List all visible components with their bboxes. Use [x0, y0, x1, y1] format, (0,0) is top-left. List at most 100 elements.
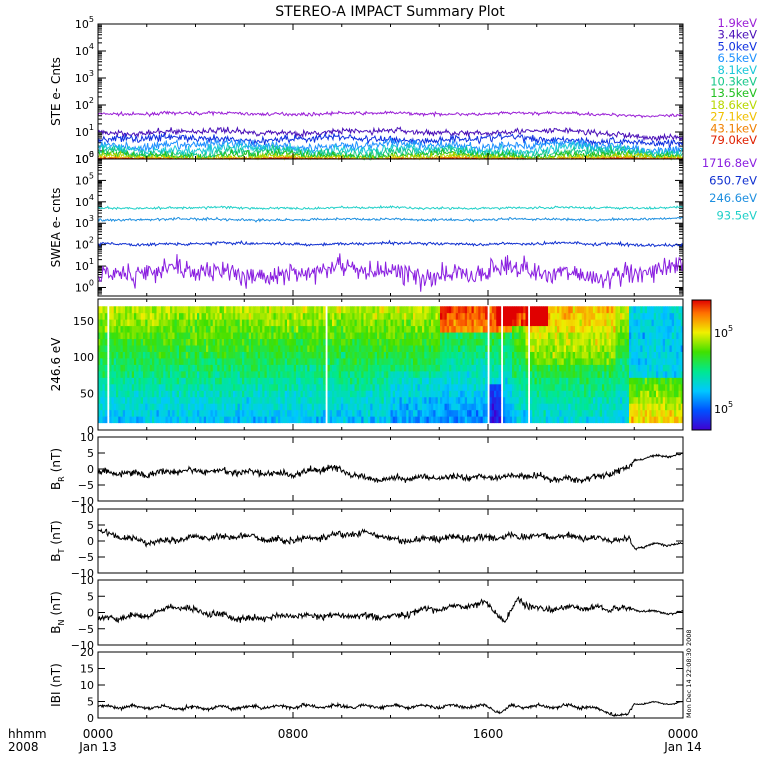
swea-series-line — [97, 239, 684, 248]
bt-ytick: 0 — [87, 535, 94, 548]
ste-series-line — [97, 110, 684, 119]
bn-ytick: 0 — [87, 607, 94, 620]
swea-series-line — [97, 216, 684, 223]
pad-panel: 246.6 eV 0 50 100 150 105 105 — [49, 298, 733, 437]
bt-ytick: 5 — [87, 519, 94, 532]
pad-heatmap-cells — [98, 306, 683, 424]
legend-entry: 8.1keV — [718, 63, 758, 77]
bmag-ytick: 0 — [87, 712, 94, 725]
bmag-ylabel: IBI(nT) — [49, 663, 63, 707]
pad-ytick: 50 — [80, 388, 94, 401]
swea-ytick: 103 — [75, 214, 94, 230]
colorbar: 105 105 — [691, 299, 733, 431]
ste-ytick: 103 — [75, 69, 94, 85]
swea-ytick: 101 — [75, 257, 94, 273]
time-tick-label: 0000 — [668, 727, 699, 741]
ste-ytick: 102 — [75, 96, 94, 112]
ste-series-line — [97, 137, 684, 157]
br-ytick: −10 — [71, 495, 94, 508]
ste-ytick: 105 — [75, 15, 94, 31]
bt-ylabel: BT(nT) — [49, 520, 66, 561]
bt-panel: BT(nT) −10 −5 0 5 10 — [49, 503, 684, 580]
bmag-ytick: 20 — [80, 646, 94, 659]
bt-trace — [97, 528, 684, 551]
time-tick-label: 0000 — [83, 727, 114, 741]
ste-series-line — [97, 143, 684, 161]
bn-ytick: −10 — [71, 639, 94, 652]
bmag-panel: IBI(nT) 0 5 10 15 20 — [49, 646, 684, 725]
bt-ytick: −5 — [78, 551, 94, 564]
swea-ylabel: SWEA e- cnts — [49, 188, 63, 268]
br-panel: BR(nT) −10 −5 0 5 10 — [49, 431, 684, 508]
swea-series-line — [97, 253, 684, 292]
legend-entry: 3.4keV — [718, 28, 758, 42]
bn-ytick: −5 — [78, 623, 94, 636]
corner-label-hhmm: hhmm — [8, 727, 47, 741]
br-ytick: −5 — [78, 479, 94, 492]
legend-entry: 13.5keV — [710, 86, 757, 100]
legend-entry: 1.9keV — [718, 16, 758, 30]
legend-entry: 79.0keV — [710, 133, 757, 147]
bn-trace — [97, 595, 684, 624]
bn-ytick: 10 — [80, 574, 94, 587]
ste-ytick: 101 — [75, 123, 94, 139]
legend-entry: 5.0keV — [718, 39, 758, 53]
corner-label-year: 2008 — [8, 740, 39, 754]
bmag-trace — [97, 700, 684, 718]
pad-ytick: 0 — [87, 424, 94, 437]
swea-ytick: 104 — [75, 193, 94, 209]
br-frame — [97, 436, 684, 502]
time-tick-label: 0800 — [278, 727, 309, 741]
ste-panel: STE e- Cnts 100 101 102 103 104 105 — [49, 15, 684, 166]
bt-ytick: 10 — [80, 503, 94, 516]
bn-frame — [97, 579, 684, 646]
legend-entry: 27.1keV — [710, 110, 757, 124]
br-ytick: 5 — [87, 447, 94, 460]
legend-entry: 6.5keV — [718, 51, 758, 65]
time-tick-label: 1600 — [473, 727, 504, 741]
bt-ytick: −10 — [71, 567, 94, 580]
date-tick-label: Jan 14 — [663, 740, 702, 754]
bmag-ytick: 5 — [87, 696, 94, 709]
ste-series-line — [97, 131, 684, 149]
legend-entry: 246.6eV — [709, 191, 757, 205]
br-ytick: 0 — [87, 463, 94, 476]
legend-entry: 43.1keV — [710, 121, 757, 135]
bmag-ytick: 10 — [80, 679, 94, 692]
side-timestamp: Mon Dec 14 22:08:30 2008 — [685, 629, 693, 718]
swea-ytick: 100 — [75, 278, 94, 294]
swea-frame — [97, 158, 684, 297]
swea-ytick: 106 — [75, 150, 94, 166]
ste-series-line — [97, 126, 684, 142]
legend-entry: 18.6keV — [710, 98, 757, 112]
bn-ytick: 5 — [87, 590, 94, 603]
legend-entry: 1716.8eV — [702, 156, 757, 170]
colorbar-tick: 105 — [714, 400, 733, 416]
br-ytick: 10 — [80, 431, 94, 444]
br-ylabel: BR(nT) — [49, 448, 66, 490]
legend: 1.9keV3.4keV5.0keV6.5keV8.1keV10.3keV13.… — [702, 16, 757, 223]
pad-ylabel: 246.6 eV — [49, 337, 63, 392]
swea-series-line — [97, 204, 684, 211]
ste-series-line — [97, 141, 684, 159]
legend-entry: 650.7eV — [709, 174, 757, 188]
bn-ylabel: BN(nT) — [49, 591, 66, 634]
ste-ytick: 100 — [75, 150, 94, 166]
bmag-ytick: 15 — [80, 663, 94, 676]
pad-ytick: 100 — [73, 351, 94, 364]
bt-frame — [97, 508, 684, 574]
colorbar-tick: 105 — [714, 324, 733, 340]
br-trace — [97, 452, 684, 484]
legend-entry: 93.5eV — [716, 209, 757, 223]
bn-panel: BN(nT) −10 −5 0 5 10 — [49, 574, 684, 652]
swea-ytick: 102 — [75, 236, 94, 252]
date-tick-label: Jan 13 — [78, 740, 117, 754]
swea-panel: SWEA e- cnts 100 101 102 103 104 105 106 — [49, 150, 684, 297]
ste-ylabel: STE e- Cnts — [49, 57, 63, 126]
legend-entry: 10.3keV — [710, 75, 757, 89]
plot-title: STEREO-A IMPACT Summary Plot — [275, 4, 505, 20]
pad-ytick: 150 — [73, 315, 94, 328]
swea-ytick: 105 — [75, 171, 94, 187]
